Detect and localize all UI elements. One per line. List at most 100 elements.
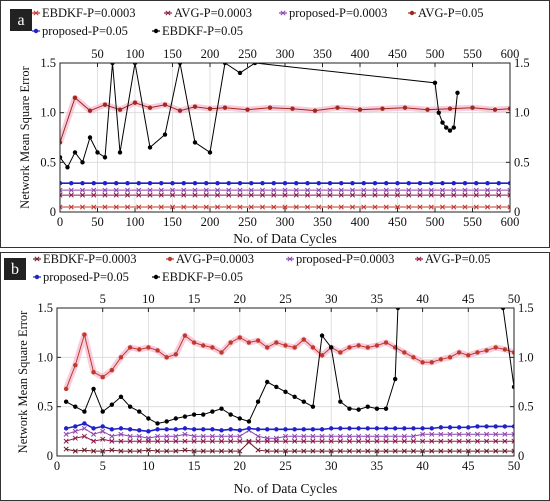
legend-label: AVG-P=0.0003	[174, 6, 252, 20]
data-point	[65, 165, 70, 170]
x-tick-label-top: 25	[279, 292, 292, 306]
y-tick-label-right: 0	[518, 449, 524, 463]
data-point	[113, 187, 119, 193]
data-point	[383, 204, 389, 210]
data-point	[496, 204, 502, 210]
data-point	[294, 180, 299, 186]
data-point	[127, 438, 133, 444]
data-point	[192, 104, 198, 109]
data-point	[271, 180, 276, 186]
data-point	[356, 448, 362, 454]
data-point	[511, 448, 514, 454]
data-point	[410, 433, 417, 439]
data-point	[429, 426, 434, 431]
series-EBDKF-P=0.05	[60, 63, 460, 170]
data-point	[451, 204, 457, 210]
data-point	[118, 438, 124, 444]
x-tick-label: 450	[388, 215, 407, 229]
x-tick-label-top: 50	[508, 292, 521, 306]
data-point	[117, 107, 123, 112]
data-point	[173, 433, 179, 439]
data-point	[395, 308, 401, 311]
data-point	[145, 438, 151, 444]
data-point	[203, 187, 209, 193]
data-point	[347, 406, 352, 411]
data-point	[259, 187, 266, 193]
data-point	[255, 438, 261, 444]
data-point	[439, 192, 446, 198]
data-point	[154, 433, 161, 439]
legend-item: EBDKF-P=0.0003	[33, 252, 137, 266]
data-point	[63, 431, 69, 437]
data-point	[447, 448, 453, 454]
data-point	[319, 448, 325, 454]
data-point	[72, 95, 78, 100]
legend-item: proposed-P=0.0003	[286, 252, 394, 266]
data-point	[428, 204, 434, 210]
data-point	[383, 340, 389, 345]
data-point	[68, 187, 74, 193]
data-point	[228, 427, 233, 432]
data-point	[63, 446, 69, 452]
data-point	[484, 192, 491, 198]
x-tick-label: 500	[426, 215, 445, 229]
data-point	[200, 438, 206, 444]
data-point	[137, 428, 142, 433]
x-tick-label-top: 400	[351, 47, 370, 61]
data-point	[222, 63, 228, 66]
data-point	[271, 192, 277, 198]
data-point	[246, 419, 252, 424]
data-point	[304, 204, 311, 210]
data-point	[79, 192, 86, 198]
data-point	[310, 433, 316, 439]
data-point	[274, 427, 279, 432]
legend-label: proposed-P=0.05	[43, 270, 129, 284]
data-point	[301, 399, 306, 404]
data-point	[164, 433, 170, 439]
data-point	[511, 350, 514, 355]
data-point	[417, 180, 423, 186]
data-point	[200, 448, 206, 454]
data-point	[79, 187, 86, 193]
data-point	[439, 187, 446, 193]
data-point	[374, 406, 380, 411]
data-point	[91, 204, 97, 210]
data-point	[282, 180, 288, 186]
data-point	[402, 105, 408, 110]
data-point	[81, 447, 87, 453]
data-point	[226, 192, 232, 198]
data-point	[91, 180, 96, 186]
data-point	[401, 448, 407, 454]
data-point	[310, 404, 316, 409]
data-point	[420, 431, 426, 437]
data-point	[493, 431, 499, 437]
data-point	[192, 204, 198, 210]
data-point	[356, 343, 361, 348]
data-point	[218, 433, 225, 439]
data-point	[451, 125, 456, 130]
data-point	[73, 424, 78, 429]
data-point	[81, 433, 87, 439]
legend-swatch-marker	[165, 10, 171, 16]
data-point	[292, 438, 298, 444]
data-point	[147, 187, 153, 193]
data-point	[228, 448, 234, 454]
data-point	[226, 187, 232, 193]
data-point	[136, 192, 142, 198]
data-point	[170, 180, 175, 186]
data-point	[200, 433, 206, 439]
y-tick-label: 1.5	[37, 301, 53, 315]
data-point	[511, 384, 514, 390]
x-tick-label-top: 5	[100, 292, 106, 306]
data-point	[327, 192, 333, 198]
data-point	[118, 426, 124, 431]
data-point	[484, 348, 489, 353]
legend-label: proposed-P=0.0003	[296, 252, 394, 266]
data-point	[82, 409, 87, 414]
data-point	[338, 426, 343, 431]
data-point	[301, 433, 307, 439]
data-point	[444, 125, 449, 130]
data-point	[109, 427, 115, 432]
data-point	[63, 386, 69, 392]
data-point	[210, 409, 215, 414]
